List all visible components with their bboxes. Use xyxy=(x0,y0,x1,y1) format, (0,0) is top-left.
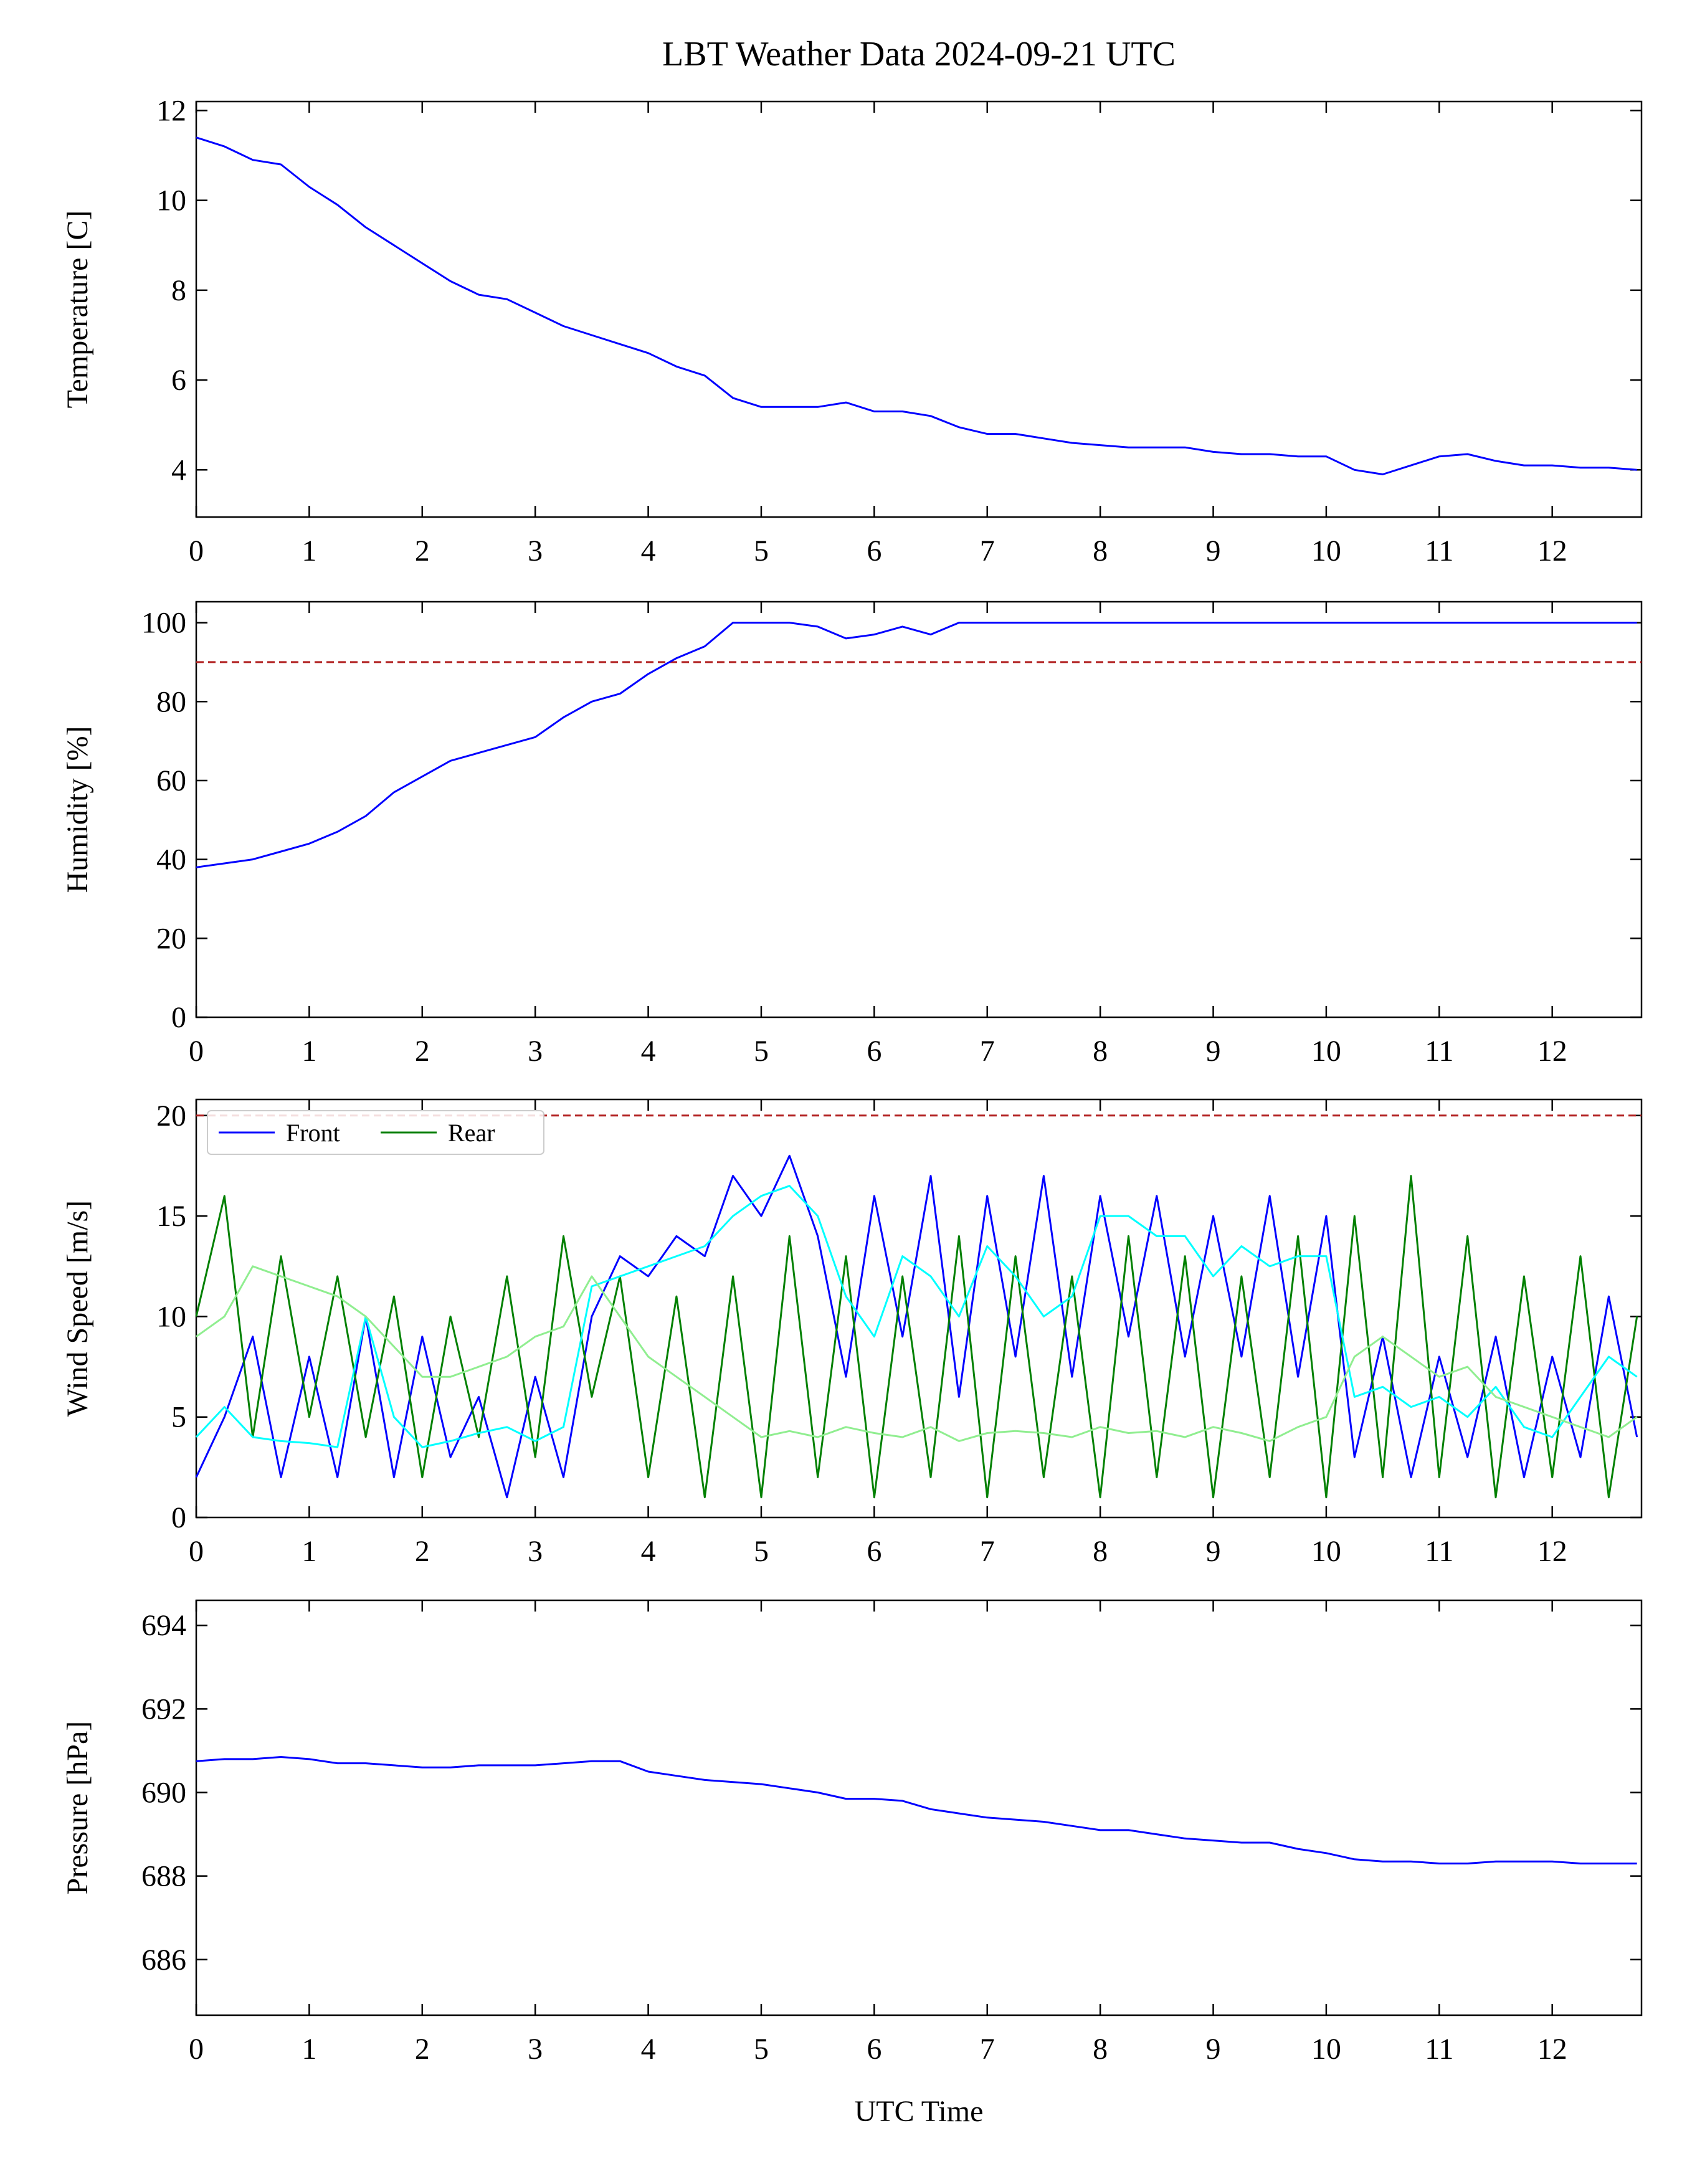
y-tick-label: 0 xyxy=(171,1501,186,1534)
x-tick-label: 0 xyxy=(189,2033,204,2066)
x-tick-label: 6 xyxy=(867,534,881,567)
plot-frame xyxy=(195,1098,1643,1519)
y-tick-label: 690 xyxy=(141,1777,186,1810)
x-tick-label: 10 xyxy=(1311,2033,1341,2066)
x-tick-label: 11 xyxy=(1425,534,1453,567)
x-tick-label: 3 xyxy=(528,1535,543,1568)
x-tick-label: 2 xyxy=(415,1035,430,1068)
x-tick-label: 7 xyxy=(980,1035,995,1068)
y-axis-label: Pressure [hPa] xyxy=(61,1721,94,1895)
series-line xyxy=(195,1185,1638,1448)
x-axis-label: UTC Time xyxy=(855,2095,984,2128)
y-axis-label: Temperature [C] xyxy=(61,211,94,409)
y-tick-label: 686 xyxy=(141,1944,186,1977)
y-tick-label: 6 xyxy=(171,364,186,397)
x-tick-label: 11 xyxy=(1425,1535,1453,1568)
x-tick-label: 7 xyxy=(980,2033,995,2066)
x-tick-label: 1 xyxy=(302,2033,316,2066)
series-line xyxy=(195,1175,1638,1499)
x-tick-label: 12 xyxy=(1537,1535,1567,1568)
y-tick-label: 60 xyxy=(156,764,186,797)
x-tick-label: 12 xyxy=(1537,1035,1567,1068)
y-tick-label: 20 xyxy=(156,922,186,955)
series-line xyxy=(196,622,1637,868)
y-tick-label: 40 xyxy=(156,843,186,876)
y-tick-label: 10 xyxy=(156,1300,186,1333)
series-line xyxy=(196,136,1637,475)
x-tick-label: 3 xyxy=(528,2033,543,2066)
x-tick-label: 7 xyxy=(980,534,995,567)
x-tick-label: 1 xyxy=(302,534,316,567)
y-tick-label: 694 xyxy=(141,1609,186,1642)
y-tick-label: 692 xyxy=(141,1693,186,1726)
y-tick-label: 0 xyxy=(171,1001,186,1034)
x-tick-label: 1 xyxy=(302,1035,316,1068)
x-tick-label: 8 xyxy=(1093,1035,1108,1068)
x-tick-label: 4 xyxy=(641,2033,656,2066)
legend-label: Front xyxy=(286,1119,340,1147)
x-tick-label: 9 xyxy=(1206,1035,1221,1068)
x-tick-label: 10 xyxy=(1311,534,1341,567)
x-tick-label: 2 xyxy=(415,534,430,567)
y-tick-label: 10 xyxy=(156,184,186,217)
x-tick-label: 9 xyxy=(1206,2033,1221,2066)
y-tick-label: 20 xyxy=(156,1099,186,1132)
x-tick-label: 6 xyxy=(867,1035,881,1068)
x-tick-label: 7 xyxy=(980,1535,995,1568)
y-tick-label: 4 xyxy=(171,453,186,487)
chart-title: LBT Weather Data 2024-09-21 UTC xyxy=(662,35,1176,74)
y-tick-label: 80 xyxy=(156,685,186,718)
x-tick-label: 9 xyxy=(1206,1535,1221,1568)
y-tick-label: 688 xyxy=(141,1860,186,1893)
x-tick-label: 3 xyxy=(528,1035,543,1068)
x-tick-label: 3 xyxy=(528,534,543,567)
x-tick-label: 4 xyxy=(641,1035,656,1068)
plot-frame xyxy=(195,1599,1643,2016)
x-tick-label: 8 xyxy=(1093,2033,1108,2066)
legend-box xyxy=(207,1110,544,1155)
x-tick-label: 10 xyxy=(1311,1035,1341,1068)
y-tick-label: 5 xyxy=(171,1401,186,1434)
plot-frame xyxy=(195,601,1643,1018)
x-tick-label: 12 xyxy=(1537,534,1567,567)
x-tick-label: 0 xyxy=(189,1535,204,1568)
x-tick-label: 6 xyxy=(867,1535,881,1568)
x-tick-label: 0 xyxy=(189,534,204,567)
plot-frame xyxy=(195,100,1643,518)
x-tick-label: 11 xyxy=(1425,1035,1453,1068)
x-tick-label: 2 xyxy=(415,2033,430,2066)
y-tick-label: 100 xyxy=(141,607,186,640)
series-line xyxy=(195,1154,1638,1499)
x-tick-label: 11 xyxy=(1425,2033,1453,2066)
series-line xyxy=(196,1756,1637,1864)
y-axis-label: Wind Speed [m/s] xyxy=(61,1200,94,1417)
x-tick-label: 12 xyxy=(1537,2033,1567,2066)
x-tick-label: 4 xyxy=(641,534,656,567)
y-tick-label: 8 xyxy=(171,274,186,307)
x-tick-label: 5 xyxy=(754,1535,769,1568)
x-tick-label: 8 xyxy=(1093,1535,1108,1568)
x-tick-label: 2 xyxy=(415,1535,430,1568)
x-tick-label: 8 xyxy=(1093,534,1108,567)
x-tick-label: 0 xyxy=(189,1035,204,1068)
y-axis-label: Humidity [%] xyxy=(61,726,94,893)
series-line xyxy=(196,1265,1638,1442)
x-tick-label: 5 xyxy=(754,1035,769,1068)
legend: Front Rear xyxy=(207,1110,544,1155)
x-tick-label: 4 xyxy=(641,1535,656,1568)
x-tick-label: 6 xyxy=(867,2033,881,2066)
legend-label: Rear xyxy=(448,1119,495,1147)
x-tick-label: 1 xyxy=(302,1535,316,1568)
x-tick-label: 10 xyxy=(1311,1535,1341,1568)
x-tick-label: 5 xyxy=(754,534,769,567)
x-tick-label: 5 xyxy=(754,2033,769,2066)
x-tick-label: 9 xyxy=(1206,534,1221,567)
y-tick-label: 15 xyxy=(156,1200,186,1233)
y-tick-label: 12 xyxy=(156,94,186,127)
